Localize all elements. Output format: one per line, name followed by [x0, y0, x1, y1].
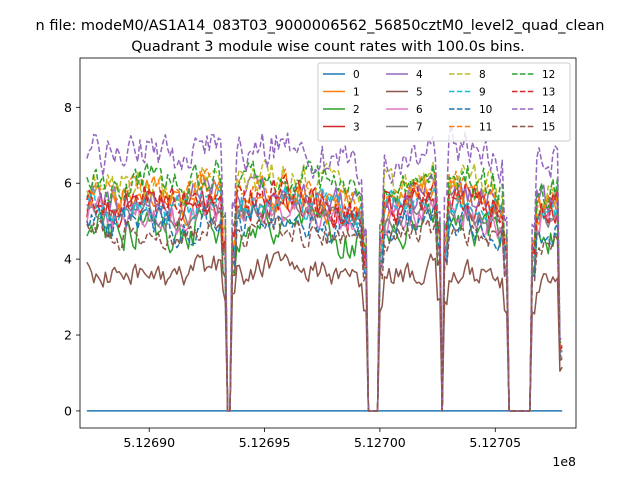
legend-label-3: 3 [353, 122, 360, 134]
series-line-14 [86, 124, 563, 412]
legend-label-5: 5 [416, 87, 423, 99]
x-tick-label: 5.12690 [123, 435, 175, 450]
series-line-11 [86, 168, 563, 412]
series-line-9 [86, 184, 563, 412]
legend-label-9: 9 [479, 87, 486, 99]
y-tick-label: 0 [64, 403, 72, 418]
x-tick-label: 5.12705 [469, 435, 521, 450]
series-line-2 [86, 201, 563, 412]
legend-label-12: 12 [542, 69, 555, 81]
legend-label-0: 0 [353, 69, 360, 81]
series-line-5 [86, 251, 563, 412]
legend-label-15: 15 [542, 122, 555, 134]
legend-box [317, 62, 571, 142]
series-line-10 [86, 203, 563, 412]
plot-frame [79, 57, 577, 429]
chart-title: Quadrant 3 module wise count rates with … [131, 39, 525, 55]
series-layer [86, 124, 563, 412]
series-line-15 [86, 214, 563, 412]
legend-label-6: 6 [416, 104, 423, 116]
x-tick-label: 5.12700 [354, 435, 406, 450]
legend-label-13: 13 [542, 87, 555, 99]
legend-label-1: 1 [353, 87, 360, 99]
legend-label-7: 7 [416, 122, 423, 134]
y-tick-label: 4 [64, 252, 72, 267]
y-axis: 0 2 4 6 8 [64, 100, 80, 418]
figure-suptitle: n file: modeM0/AS1A14_083T03_9000006562_… [36, 18, 605, 34]
legend-label-8: 8 [479, 69, 486, 81]
legend-label-10: 10 [479, 104, 492, 116]
x-tick-label: 5.12695 [239, 435, 291, 450]
x-axis: 5.12690 5.12695 5.12700 5.12705 [123, 428, 521, 450]
y-tick-label: 2 [64, 328, 72, 343]
legend-label-14: 14 [542, 104, 556, 116]
legend-label-4: 4 [416, 69, 423, 81]
x-offset-label: 1e8 [552, 454, 576, 469]
y-tick-label: 8 [64, 100, 72, 115]
legend-label-2: 2 [353, 104, 360, 116]
legend-label-11: 11 [479, 122, 492, 134]
series-line-13 [86, 174, 563, 412]
series-line-12 [86, 159, 563, 412]
y-tick-label: 6 [64, 176, 72, 191]
series-line-7 [86, 188, 563, 412]
